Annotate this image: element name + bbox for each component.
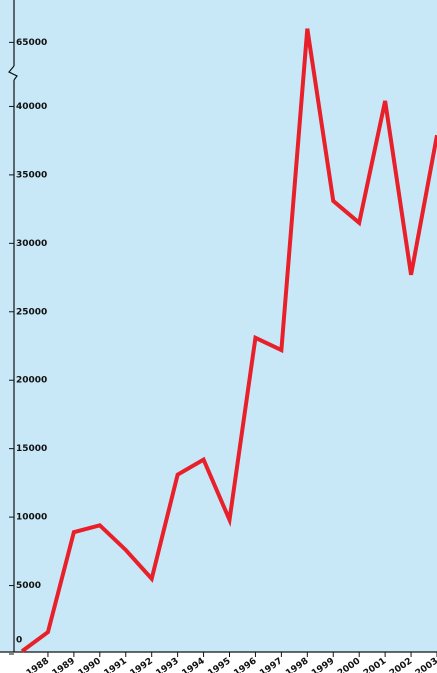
x-tick-label: 1996 xyxy=(232,656,258,673)
y-tick-label: 0 xyxy=(16,636,22,646)
y-tick-label: 15000 xyxy=(16,444,47,454)
x-tick-label: 1988 xyxy=(25,656,51,673)
y-tick-label: 5000 xyxy=(16,581,41,591)
y-tick-label: 35000 xyxy=(16,170,47,180)
x-tick-label: 2002 xyxy=(388,656,414,673)
x-tick-label: 1998 xyxy=(284,656,310,673)
y-tick-label: 25000 xyxy=(16,307,47,317)
x-tick-label: 2003 xyxy=(414,656,437,673)
y-tick-label: 30000 xyxy=(16,239,47,249)
x-tick-label: 1991 xyxy=(103,656,129,673)
x-tick-label: 1999 xyxy=(310,656,336,673)
x-tick-label: 1992 xyxy=(129,656,155,673)
x-tick-label: 1995 xyxy=(206,656,232,673)
plot-background xyxy=(0,0,437,652)
x-tick-label: 1997 xyxy=(258,656,284,673)
y-tick-label: 10000 xyxy=(16,513,47,523)
x-tick-label: 1994 xyxy=(180,656,206,673)
y-tick-label: 40000 xyxy=(16,102,47,112)
x-tick-label: 1989 xyxy=(51,656,77,673)
x-tick-label: 2000 xyxy=(336,656,362,673)
y-tick-label: 65000 xyxy=(16,38,47,48)
x-tick-label: 1993 xyxy=(155,656,181,673)
x-tick-label: 2001 xyxy=(362,656,388,673)
y-tick-label: 20000 xyxy=(16,376,47,386)
line xyxy=(20,28,437,653)
axis-break xyxy=(8,65,18,81)
x-tick-label: 1990 xyxy=(77,656,103,673)
